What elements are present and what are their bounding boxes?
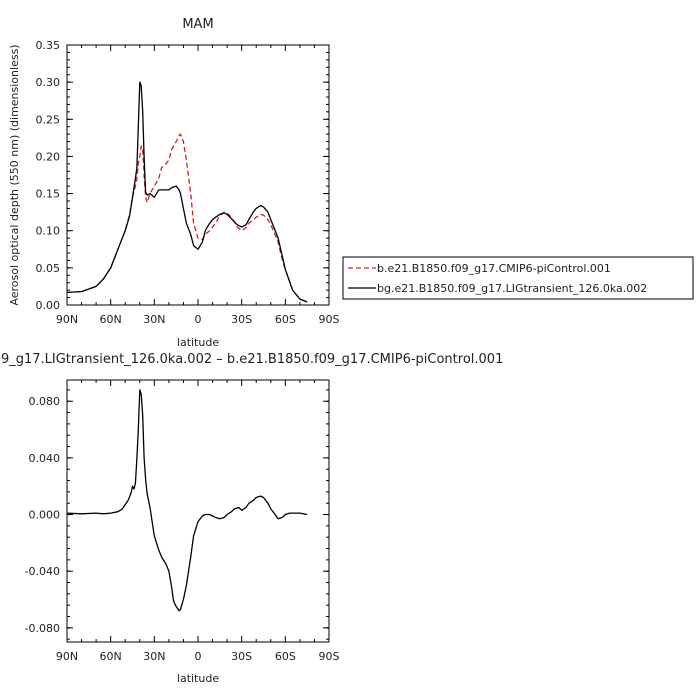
top-panel-ticks — [66, 44, 330, 306]
x-tick-label: 60S — [275, 313, 296, 326]
x-tick-label: 30S — [231, 313, 252, 326]
x-tick-label: 30S — [231, 650, 252, 663]
x-tick-label: 90N — [56, 313, 78, 326]
y-tick-label: 0.040 — [29, 452, 61, 465]
legend: b.e21.B1850.f09_g17.CMIP6-piControl.001 … — [342, 256, 694, 300]
y-tick-label: 0.20 — [36, 150, 61, 163]
series-line-1 — [66, 81, 308, 303]
top-panel-x-axis-label: latitude — [177, 336, 219, 349]
y-tick-label: 0.10 — [36, 225, 61, 238]
bottom-panel-frame — [66, 379, 330, 643]
y-tick-label: 0.30 — [36, 76, 61, 89]
bottom-panel-x-tick-labels: 90N 60N 30N 0 30S 60S 90S — [56, 650, 340, 663]
x-tick-label: 30N — [143, 313, 165, 326]
top-panel: MAM 0.00 0.05 0.10 0.15 0.20 0.25 0.30 0.35 90N… — [8, 17, 340, 349]
bottom-panel-y-tick-labels: 0.080 0.040 0.000 -0.040 -0.080 — [25, 395, 60, 635]
x-tick-label: 0 — [195, 313, 202, 326]
top-panel-x-tick-labels: 90N 60N 30N 0 30S 60S 90S — [56, 313, 340, 326]
top-panel-y-tick-labels: 0.00 0.05 0.10 0.15 0.20 0.25 0.30 0.35 — [36, 39, 61, 312]
bottom-panel-ticks — [66, 380, 330, 642]
x-tick-label: 90S — [319, 650, 340, 663]
y-tick-label: -0.080 — [25, 622, 60, 635]
y-tick-label: 0.00 — [36, 299, 61, 312]
series-line-0 — [66, 389, 308, 612]
x-tick-label: 60S — [275, 650, 296, 663]
y-tick-label: 0.080 — [29, 395, 61, 408]
legend-entry-1: bg.e21.B1850.f09_g17.LIGtransient_126.0k… — [377, 282, 647, 295]
series-line-0 — [66, 133, 308, 303]
y-tick-label: 0.25 — [36, 113, 61, 126]
y-tick-label: 0.000 — [29, 509, 61, 522]
x-tick-label: 30N — [143, 650, 165, 663]
legend-entry-0: b.e21.B1850.f09_g17.CMIP6-piControl.001 — [377, 262, 611, 275]
bottom-panel-series — [66, 389, 308, 612]
x-tick-label: 60N — [100, 650, 122, 663]
top-panel-frame — [66, 44, 330, 306]
bottom-panel: bg.e21.B1850.f09_g17.LIGtransient_126.0k… — [0, 352, 503, 685]
x-tick-label: 90N — [56, 650, 78, 663]
y-tick-label: -0.040 — [25, 565, 60, 578]
x-tick-label: 90S — [319, 313, 340, 326]
top-panel-y-axis-label: Aerosol optical depth (550 nm) (dimensio… — [8, 44, 21, 305]
y-tick-label: 0.35 — [36, 39, 61, 52]
bottom-panel-title: bg.e21.B1850.f09_g17.LIGtransient_126.0k… — [0, 352, 503, 367]
top-panel-title: MAM — [182, 17, 213, 32]
bottom-panel-x-axis-label: latitude — [177, 672, 219, 685]
legend-box — [342, 256, 694, 300]
x-tick-label: 0 — [195, 650, 202, 663]
x-tick-label: 60N — [100, 313, 122, 326]
y-tick-label: 0.05 — [36, 262, 61, 275]
y-tick-label: 0.15 — [36, 188, 61, 201]
top-panel-series — [66, 81, 308, 303]
